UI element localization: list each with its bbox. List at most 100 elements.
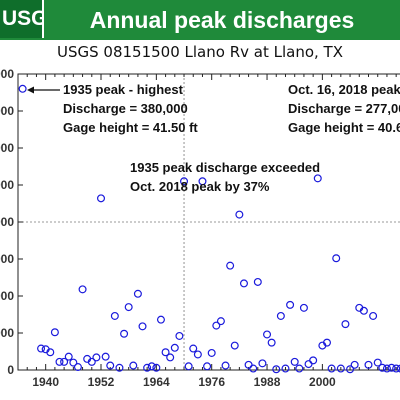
data-point — [55, 357, 64, 366]
data-point — [73, 363, 82, 372]
data-point — [143, 363, 152, 372]
y-tick-label: 000 — [0, 215, 14, 229]
data-point — [327, 364, 336, 373]
x-tick-label: 2000 — [309, 375, 336, 389]
annotation-2018-line2: Discharge = 277,000 — [288, 101, 400, 116]
data-point — [286, 300, 295, 309]
annotation-1935-line2: Discharge = 380,000 — [63, 101, 188, 116]
data-point — [332, 254, 341, 263]
data-point — [87, 357, 96, 366]
data-point — [161, 348, 170, 357]
data-point — [60, 357, 69, 366]
x-tick-label: 1964 — [143, 375, 170, 389]
data-point — [37, 344, 46, 353]
y-tick-label: 000 — [0, 141, 14, 155]
data-point — [175, 331, 184, 340]
data-point — [267, 338, 276, 347]
data-point — [50, 328, 59, 337]
data-point — [364, 360, 373, 369]
annotation-2018-line3: Gage height = 40.61 ft — [288, 120, 400, 135]
data-point — [239, 279, 248, 288]
peak-discharge-chart: 0000000000000000000000000 19401952196419… — [0, 67, 400, 389]
data-point — [18, 84, 27, 93]
x-tick-label: 1976 — [198, 375, 225, 389]
data-point — [281, 364, 290, 373]
data-point — [97, 194, 106, 203]
data-point — [78, 285, 87, 294]
y-tick-label: 0 — [7, 363, 14, 377]
data-point — [230, 341, 239, 350]
data-point — [359, 306, 368, 315]
data-point — [341, 320, 350, 329]
y-tick-label: 000 — [0, 252, 14, 266]
data-point — [69, 358, 78, 367]
data-point — [46, 348, 55, 357]
y-tick-label: 000 — [0, 104, 14, 118]
data-point — [129, 361, 138, 370]
annotation-comparison-line2: Oct. 2018 peak by 37% — [130, 179, 270, 194]
data-point — [216, 317, 225, 326]
data-point — [170, 343, 179, 352]
usgs-logo: USGS — [0, 0, 44, 38]
data-point — [387, 363, 396, 372]
x-tick-label: 1940 — [32, 375, 59, 389]
data-point — [180, 177, 189, 186]
data-point — [382, 364, 391, 373]
page-title: Annual peak discharges — [89, 7, 355, 33]
data-point — [396, 364, 400, 373]
data-point — [276, 311, 285, 320]
chart-subtitle: USGS 08151500 Llano Rv at Llano, TX — [57, 43, 343, 61]
data-point — [152, 363, 161, 372]
data-point — [212, 321, 221, 330]
y-tick-label: 000 — [0, 289, 14, 303]
y-axis-ticks: 0000000000000000000000000 — [0, 67, 23, 377]
data-point — [193, 350, 202, 359]
data-point — [110, 311, 119, 320]
data-point — [290, 357, 299, 366]
data-point — [138, 322, 147, 331]
x-tick-label: 1952 — [88, 375, 115, 389]
annotation-arrowhead — [27, 86, 34, 94]
annotation-1935-line1: 1935 peak - highest — [63, 82, 184, 97]
data-point — [299, 303, 308, 312]
data-point — [156, 315, 165, 324]
grid-lines — [18, 74, 400, 370]
header-banner: USGS Annual peak discharges — [0, 0, 400, 40]
data-point — [226, 261, 235, 270]
data-point — [124, 303, 133, 312]
data-point — [203, 362, 212, 371]
annotation-comparison-line1: 1935 peak discharge exceeded — [130, 160, 320, 175]
data-point — [258, 359, 267, 368]
data-point — [295, 364, 304, 373]
data-point — [235, 210, 244, 219]
data-point — [350, 360, 359, 369]
data-point — [322, 338, 331, 347]
data-point — [369, 311, 378, 320]
data-point — [184, 362, 193, 371]
data-point — [373, 358, 382, 367]
data-point — [133, 289, 142, 298]
data-point — [378, 363, 387, 372]
data-point — [207, 348, 216, 357]
data-point — [309, 356, 318, 365]
data-point — [221, 361, 230, 370]
data-point — [336, 364, 345, 373]
data-point — [120, 329, 129, 338]
data-point — [64, 352, 73, 361]
data-point — [166, 353, 175, 362]
annotation-2018-line1: Oct. 16, 2018 peak — [288, 82, 400, 97]
data-point — [106, 361, 115, 370]
annotation-1935-line3: Gage height = 41.50 ft — [63, 120, 198, 135]
data-point — [92, 353, 101, 362]
data-point — [313, 174, 322, 183]
data-point — [115, 363, 124, 372]
x-tick-label: 1988 — [254, 375, 281, 389]
data-point — [198, 177, 207, 186]
data-point — [263, 330, 272, 339]
y-tick-label: 000 — [0, 67, 14, 81]
y-tick-label: 000 — [0, 178, 14, 192]
data-point — [147, 362, 156, 371]
data-point — [249, 364, 258, 373]
data-point — [272, 365, 281, 374]
data-point — [346, 365, 355, 374]
